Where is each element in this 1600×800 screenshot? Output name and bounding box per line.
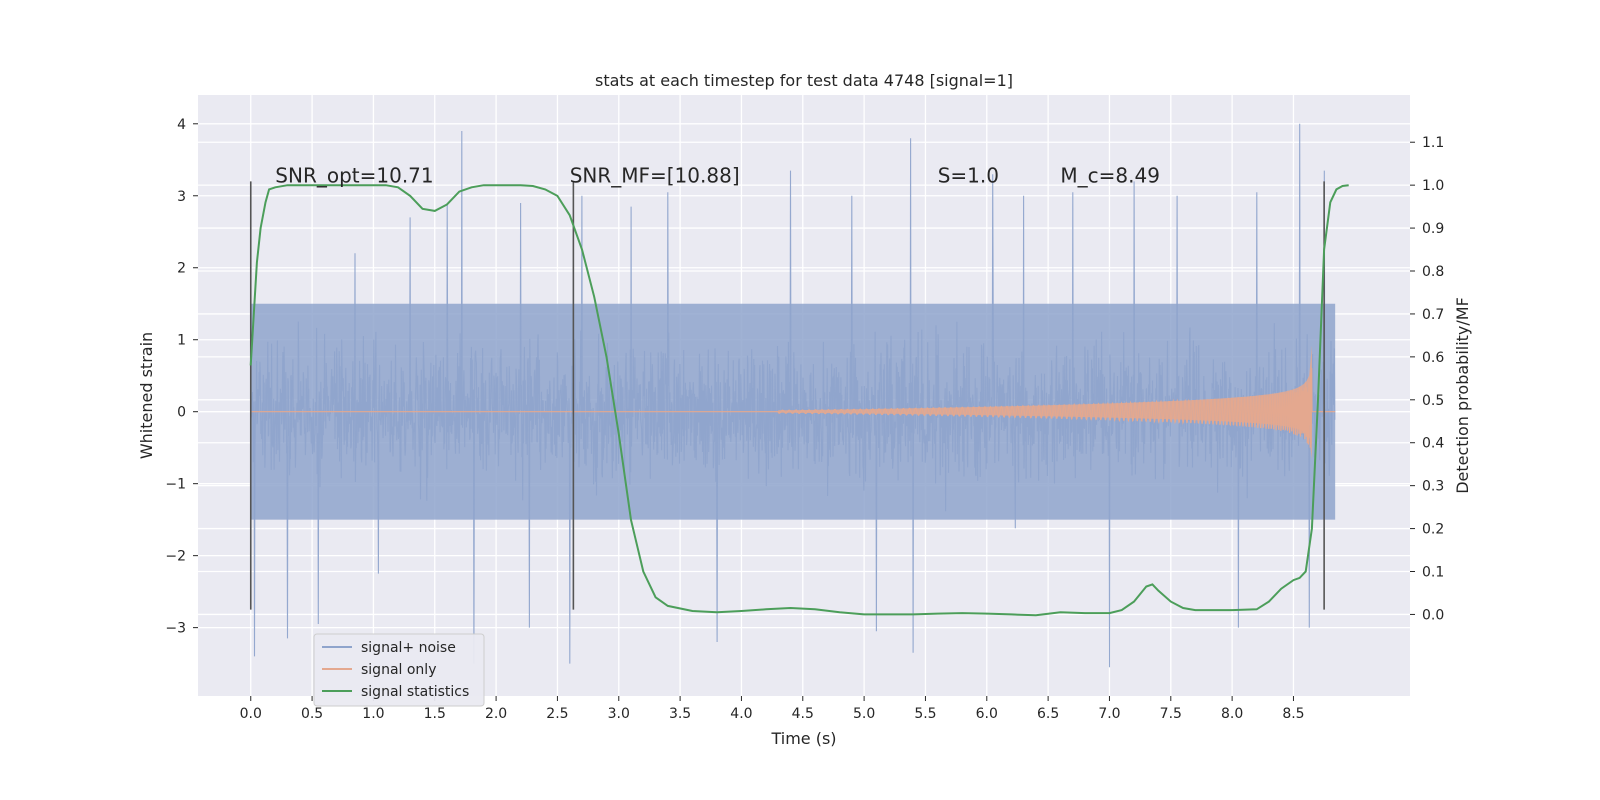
x-tick-label: 1.0 [362,706,384,722]
x-tick-label: 4.5 [792,706,814,722]
annotation-mc: M_c=8.49 [1060,163,1160,187]
annotation-snr-mf: SNR_MF=[10.88] [570,163,740,187]
signal-statistics-trace [249,184,1349,617]
signal-envelope [778,345,1312,460]
y-tick-label: 4 [177,117,186,133]
y2-tick-label: 0.6 [1422,350,1444,366]
y2-tick-label: 0.1 [1422,565,1444,581]
x-tick-label: 2.5 [546,706,568,722]
x-tick-label: 0.0 [240,706,262,722]
y-tick-label: −1 [165,477,186,493]
legend-item-label: signal only [361,662,436,678]
x-tick-label: 7.0 [1098,706,1120,722]
y-tick-label: −2 [165,549,186,565]
y-tick-label: 1 [177,333,186,349]
y2-tick-label: 0.5 [1422,393,1444,409]
x-tick-label: 6.0 [976,706,998,722]
y2-tick-label: 0.9 [1422,221,1444,237]
x-tick-label: 5.5 [914,706,936,722]
x-tick-label: 2.0 [485,706,507,722]
x-tick-label: 8.0 [1221,706,1243,722]
signal-only-trace [250,345,1336,460]
y2-axis-ticks: 0.0 0.1 0.2 0.3 0.4 0.5 0.6 0.7 0.8 0.9 1.0 1.1 [1410,135,1444,623]
stats-line [249,184,1349,617]
y2-tick-label: 1.0 [1422,178,1444,194]
x-axis-label: Time (s) [770,729,836,748]
x-tick-label: 1.5 [424,706,446,722]
annotation-s: S=1.0 [938,163,999,187]
y-tick-label: 2 [177,261,186,277]
signal-line [250,368,1336,448]
y2-tick-label: 1.1 [1422,135,1444,151]
x-axis-ticks: 0.0 0.5 1.0 1.5 2.0 2.5 3.0 3.5 4.0 4.5 5.0 5.5 6.0 6… [240,696,1305,722]
x-tick-label: 5.0 [853,706,875,722]
x-tick-label: 0.5 [301,706,323,722]
legend-item-label: signal statistics [361,684,469,700]
x-tick-label: 3.5 [669,706,691,722]
x-tick-label: 8.5 [1282,706,1304,722]
x-tick-label: 4.0 [730,706,752,722]
y-tick-label: 3 [177,189,186,205]
legend-item-label: signal+ noise [361,640,456,656]
x-tick-label: 7.5 [1160,706,1182,722]
y-tick-label: 0 [177,405,186,421]
x-tick-label: 6.5 [1037,706,1059,722]
y2-tick-label: 0.4 [1422,436,1444,452]
y2-tick-label: 0.3 [1422,479,1444,495]
y2-axis-label: Detection probability/MF [1453,297,1472,494]
y2-tick-label: 0.0 [1422,607,1444,623]
annotation-snr-opt: SNR_opt=10.71 [275,163,433,187]
y-axis-label: Whitened strain [137,332,156,459]
y2-tick-label: 0.7 [1422,307,1444,323]
y2-tick-label: 0.8 [1422,264,1444,280]
legend: signal+ noise signal only signal statistic… [313,633,485,707]
annotations: SNR_opt=10.71 SNR_MF=[10.88] S=1.0 M_c=8.49 [275,163,1160,187]
y2-tick-label: 0.2 [1422,522,1444,538]
legend-box [313,633,485,707]
x-tick-label: 3.0 [608,706,630,722]
chart-title: stats at each timestep for test data 474… [595,71,1013,90]
y-axis-ticks: −3 −2 −1 0 1 2 3 4 [165,117,198,637]
y-tick-label: −3 [165,621,186,637]
